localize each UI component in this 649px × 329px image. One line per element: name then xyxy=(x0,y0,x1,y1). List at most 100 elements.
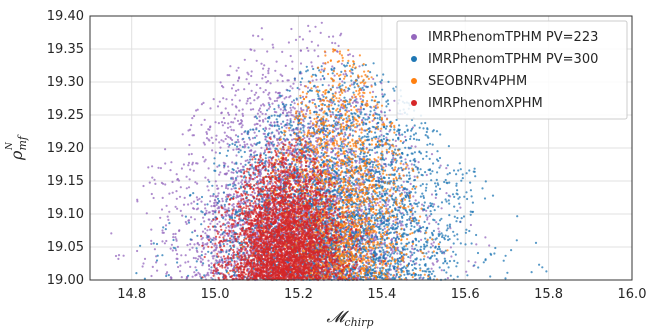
data-point xyxy=(227,207,230,210)
data-point xyxy=(376,201,379,205)
data-point xyxy=(262,152,266,155)
data-point xyxy=(390,248,393,252)
data-point xyxy=(147,166,150,169)
data-point xyxy=(395,144,398,148)
data-point xyxy=(319,78,322,81)
data-point xyxy=(180,254,183,257)
data-point xyxy=(194,257,197,260)
data-point xyxy=(381,210,384,213)
data-point xyxy=(396,233,399,236)
data-point xyxy=(428,214,431,218)
data-point xyxy=(425,214,428,217)
data-point xyxy=(226,126,230,129)
data-point xyxy=(248,180,251,183)
data-point xyxy=(375,180,378,183)
data-point xyxy=(212,257,215,260)
data-point xyxy=(168,192,171,195)
data-point xyxy=(369,110,372,113)
data-point xyxy=(458,162,461,165)
data-point xyxy=(293,107,296,110)
data-point xyxy=(200,103,203,106)
data-point xyxy=(406,218,409,222)
data-point xyxy=(181,133,184,136)
data-point xyxy=(192,256,195,260)
data-point xyxy=(432,241,435,244)
data-point xyxy=(259,175,262,178)
data-point xyxy=(150,274,153,278)
data-point xyxy=(260,104,263,107)
data-point xyxy=(232,83,235,87)
data-point xyxy=(510,249,513,252)
data-point xyxy=(444,178,447,182)
data-point xyxy=(213,225,216,228)
data-points xyxy=(110,21,548,282)
data-point xyxy=(238,258,241,261)
data-point xyxy=(461,177,464,180)
data-point xyxy=(435,260,439,263)
data-point xyxy=(399,224,403,227)
data-point xyxy=(164,148,167,151)
data-point xyxy=(234,187,237,190)
data-point xyxy=(368,153,372,157)
data-point xyxy=(385,136,388,139)
data-point xyxy=(216,207,219,210)
data-point xyxy=(232,193,236,196)
data-point xyxy=(191,163,194,166)
data-point xyxy=(184,254,187,257)
data-point xyxy=(201,241,204,245)
data-point xyxy=(201,258,204,261)
data-point xyxy=(259,169,262,172)
data-point xyxy=(367,172,370,175)
data-point xyxy=(430,193,434,196)
data-point xyxy=(289,95,292,98)
data-point xyxy=(248,155,251,158)
data-point xyxy=(344,133,347,136)
data-point xyxy=(246,200,249,203)
data-point xyxy=(432,229,435,232)
data-point xyxy=(222,117,225,120)
data-point xyxy=(414,199,417,202)
data-point xyxy=(164,162,167,165)
data-point xyxy=(253,142,256,145)
data-point xyxy=(402,163,405,166)
data-point xyxy=(316,143,319,146)
data-point xyxy=(331,41,334,45)
data-point xyxy=(207,259,210,262)
data-point xyxy=(391,158,394,161)
data-point xyxy=(265,146,269,149)
data-point xyxy=(349,128,352,131)
data-point xyxy=(241,124,244,127)
data-point xyxy=(243,88,246,91)
data-point xyxy=(365,155,368,158)
data-point xyxy=(300,108,303,111)
data-point xyxy=(202,101,205,104)
data-point xyxy=(400,222,403,225)
data-point xyxy=(244,159,247,162)
data-point xyxy=(260,200,263,203)
data-point xyxy=(165,204,168,207)
data-point xyxy=(396,217,399,220)
data-point xyxy=(248,149,251,152)
data-point xyxy=(214,180,217,183)
data-point xyxy=(262,120,265,123)
data-point xyxy=(436,248,439,251)
data-point xyxy=(186,244,189,247)
data-point xyxy=(417,161,420,164)
data-point xyxy=(142,262,145,265)
data-point xyxy=(232,233,235,236)
data-point xyxy=(222,97,225,100)
data-point xyxy=(408,272,411,275)
data-point xyxy=(253,131,256,134)
data-point xyxy=(212,204,215,208)
data-point xyxy=(196,250,199,253)
data-point xyxy=(215,134,218,137)
data-point xyxy=(328,139,331,142)
data-point xyxy=(294,38,298,42)
data-point xyxy=(384,165,388,168)
data-point xyxy=(217,192,220,195)
data-point xyxy=(159,216,162,219)
data-point xyxy=(389,231,392,234)
data-point xyxy=(339,153,342,156)
data-point xyxy=(185,222,188,225)
data-point xyxy=(219,233,222,236)
